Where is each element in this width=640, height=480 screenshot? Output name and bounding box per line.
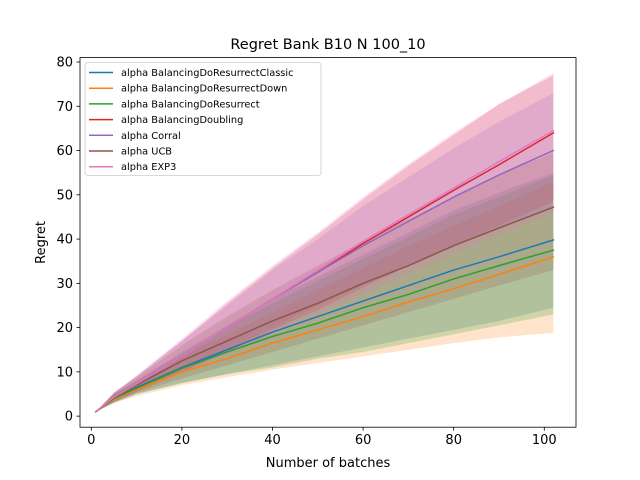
line-series-2: [94, 255, 555, 413]
legend: alpha BalancingDoResurrectClassic alpha B…: [84, 62, 322, 176]
plot-frame: [79, 57, 577, 428]
band-series-7: [95, 73, 554, 412]
line-series-7: [94, 129, 555, 413]
line-series-3: [94, 249, 555, 413]
series-lines: [94, 129, 555, 413]
confidence-bands: [95, 73, 554, 412]
x-axis-label: Number of batches: [266, 456, 391, 471]
y-tick-label: 70: [56, 100, 73, 115]
legend-label: alpha BalancingDoubling: [121, 115, 243, 126]
legend-label: alpha BalancingDoResurrectClassic: [121, 68, 294, 79]
y-tick-label: 40: [56, 233, 73, 248]
band-series-2: [95, 181, 554, 412]
line-series-6: [94, 206, 555, 413]
y-tick-label: 60: [56, 144, 73, 159]
x-tick-label: 80: [445, 433, 462, 448]
legend-label: alpha BalancingDoResurrect: [121, 99, 260, 110]
y-tick-label: 50: [56, 188, 73, 203]
x-tick-label: 100: [532, 433, 557, 448]
legend-label: alpha Corral: [121, 131, 181, 142]
band-series-1: [95, 172, 554, 412]
y-axis-label: Regret: [34, 221, 49, 264]
y-tick-label: 80: [56, 56, 73, 71]
y-tick-label: 20: [56, 321, 73, 336]
band-series-6: [95, 152, 554, 412]
y-tick-label: 0: [65, 410, 73, 425]
y-axis-ticks: 0 10 20 30 40 50 60 70 80: [56, 56, 80, 425]
band-series-5: [95, 93, 554, 412]
x-tick-label: 0: [87, 433, 95, 448]
legend-label: alpha BalancingDoResurrectDown: [121, 84, 287, 95]
band-series-3: [95, 174, 554, 412]
legend-label: alpha UCB: [121, 147, 172, 158]
x-tick-label: 40: [264, 433, 281, 448]
legend-label: alpha EXP3: [121, 162, 176, 173]
x-tick-label: 20: [174, 433, 191, 448]
y-tick-label: 10: [56, 365, 73, 380]
x-axis-ticks: 0 20 40 60 80 100: [87, 427, 557, 448]
x-tick-label: 60: [355, 433, 372, 448]
band-series-4: [95, 75, 554, 412]
legend-box: [84, 62, 322, 176]
y-tick-label: 30: [56, 277, 73, 292]
chart-title: Regret Bank B10 N 100_10: [230, 37, 425, 53]
